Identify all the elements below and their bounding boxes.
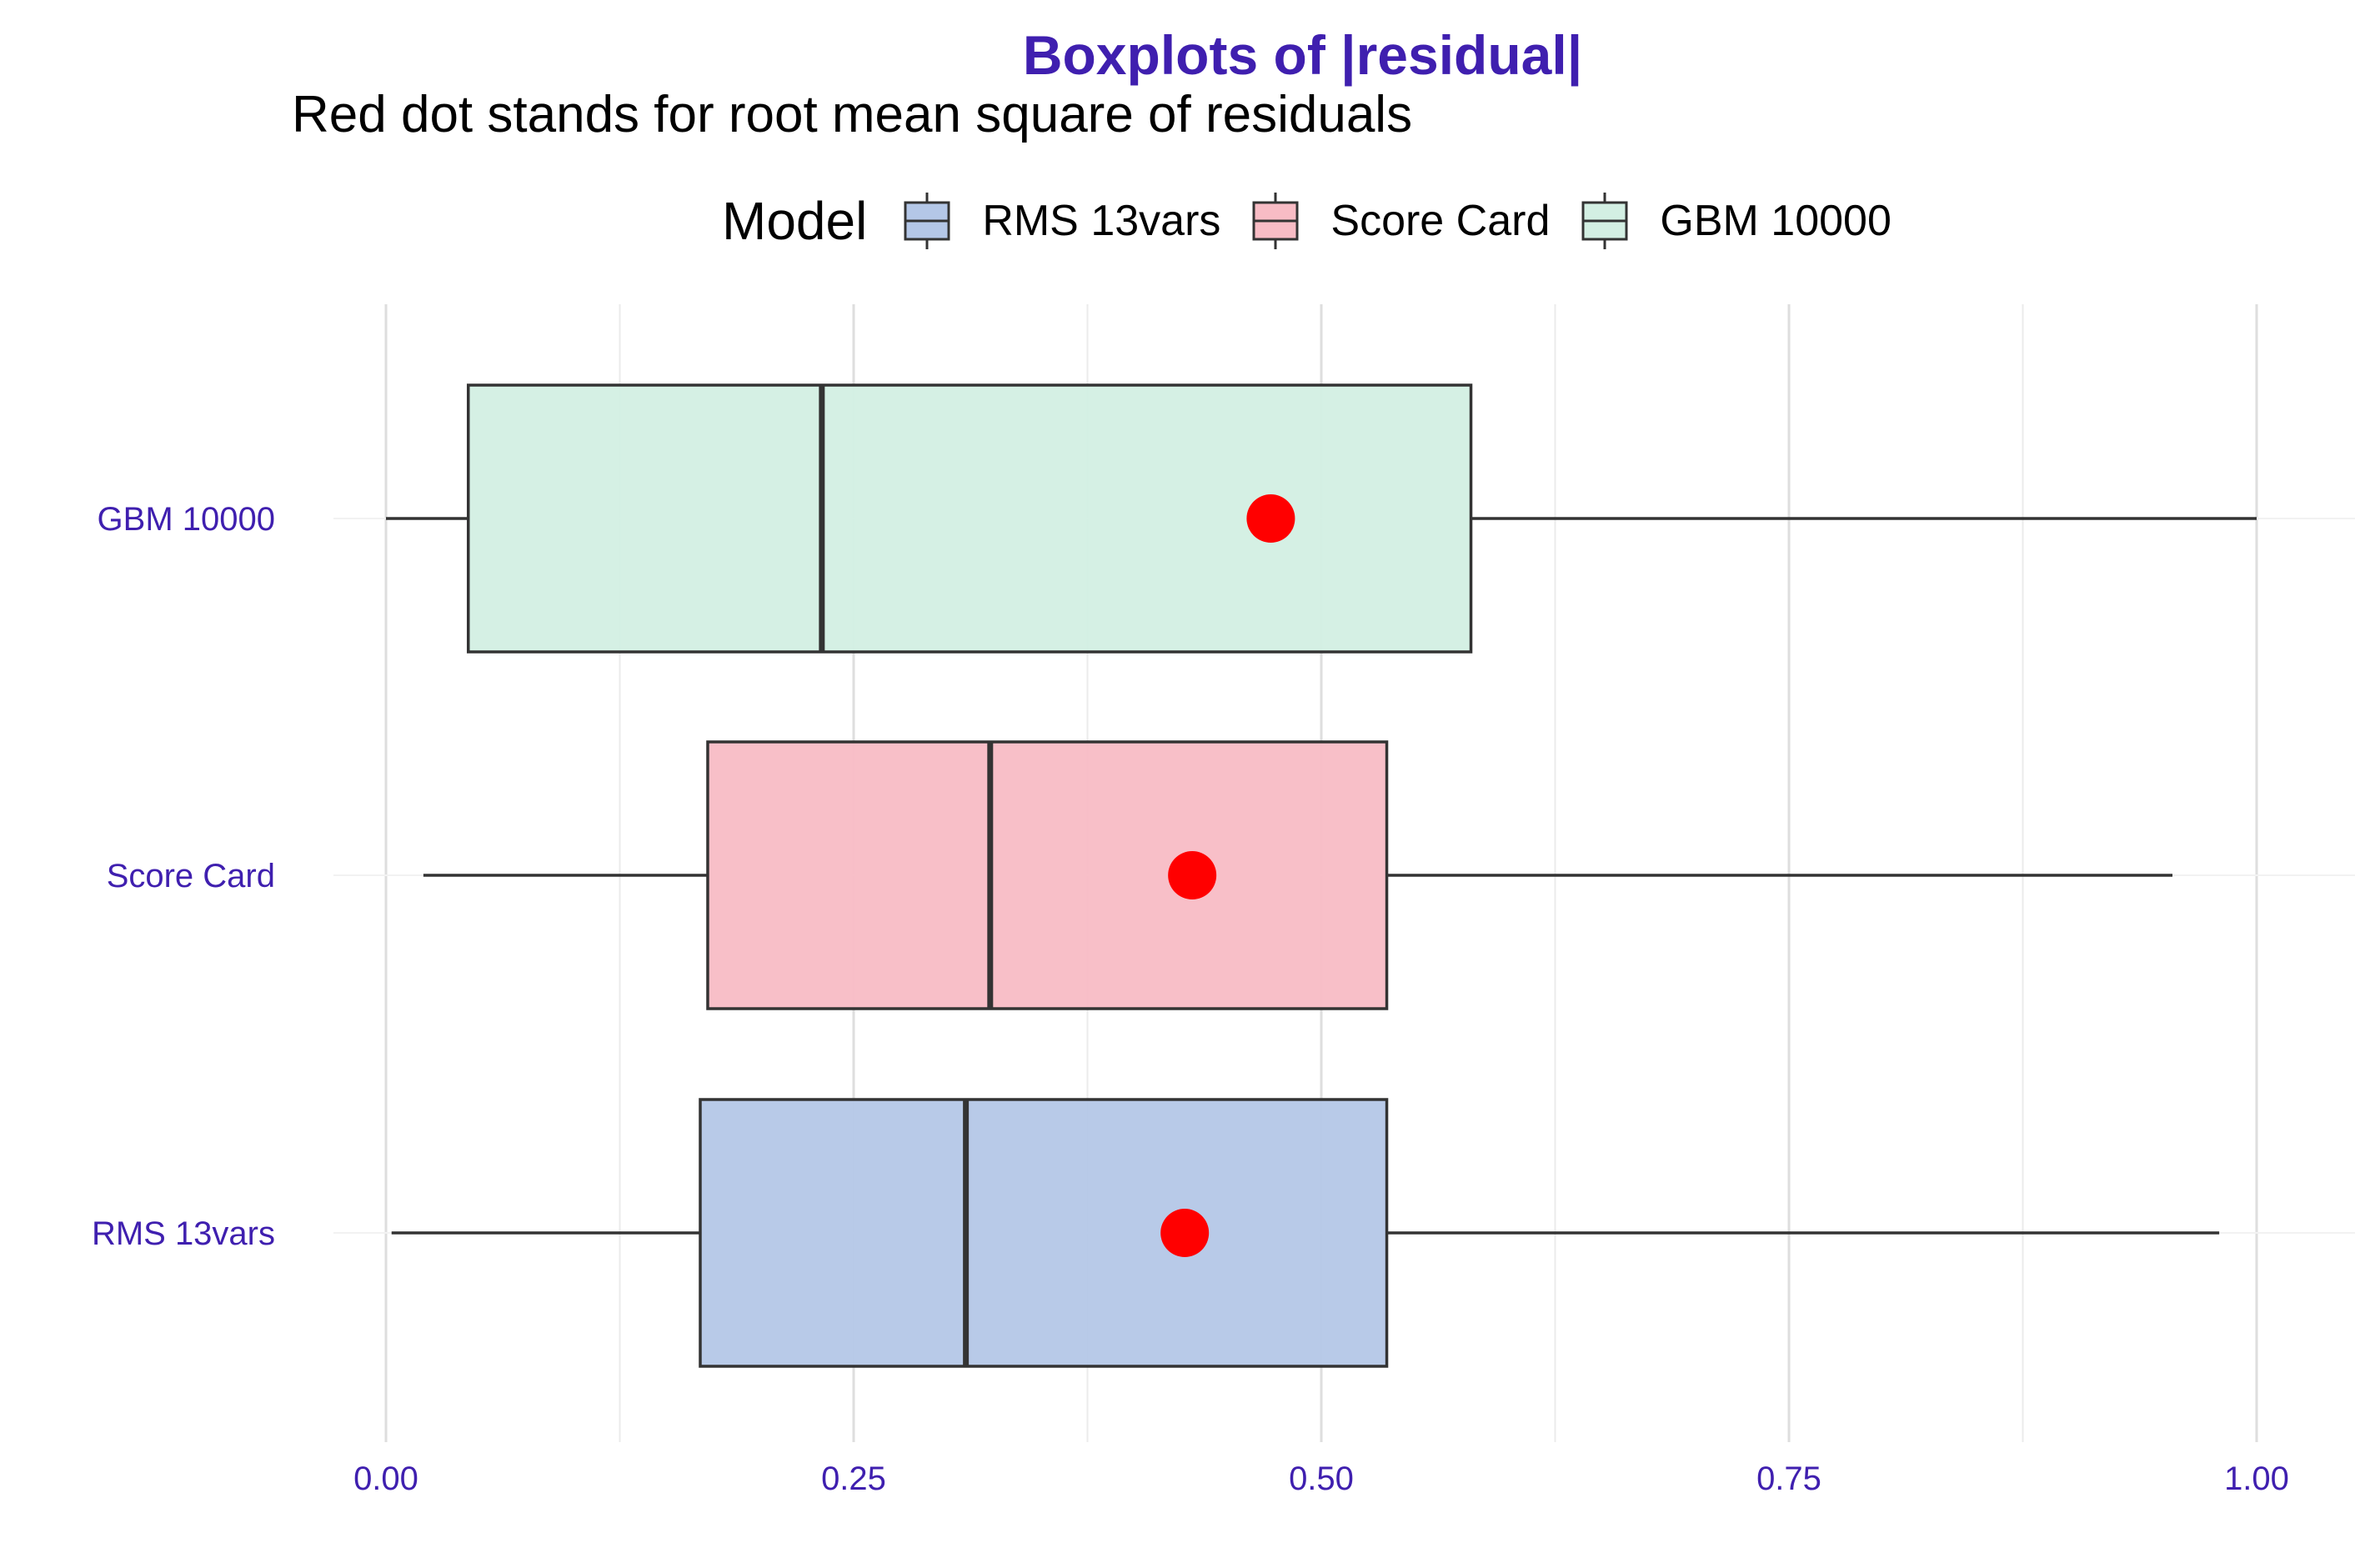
- x-tick-label: 0.75: [1756, 1460, 1821, 1497]
- y-tick-label-score-card: Score Card: [107, 858, 275, 894]
- x-tick-label: 0.00: [353, 1460, 418, 1497]
- x-tick-label: 0.25: [821, 1460, 886, 1497]
- legend-label-score-card: Score Card: [1330, 197, 1551, 245]
- box-gbm-10000: [466, 383, 1473, 654]
- rms-dot-gbm-10000: [1246, 494, 1295, 543]
- y-tick-label-gbm-10000: GBM 10000: [98, 501, 275, 538]
- legend-label-rms-13vars: RMS 13vars: [982, 197, 1221, 245]
- x-tick-label: 1.00: [2224, 1460, 2289, 1497]
- legend-key-rms-13vars: [904, 193, 950, 249]
- legend-key-gbm-10000: [1581, 193, 1628, 249]
- legend-title: Model: [722, 191, 868, 251]
- rms-dot-score-card: [1168, 851, 1217, 899]
- legend-item-gbm-10000: GBM 10000: [1580, 191, 1892, 251]
- y-tick-label-rms-13vars: RMS 13vars: [92, 1215, 275, 1252]
- x-tick-label: 0.50: [1289, 1460, 1354, 1497]
- legend-item-score-card: Score Card: [1250, 191, 1550, 251]
- chart-subtitle: Red dot stands for root mean square of r…: [292, 86, 1413, 143]
- chart-title: Boxplots of |residual|: [1022, 24, 1583, 86]
- box-rms-13vars: [699, 1098, 1389, 1368]
- rms-dot-rms-13vars: [1160, 1209, 1210, 1257]
- legend-item-rms-13vars: RMS 13vars: [902, 191, 1220, 251]
- legend-key-score-card: [1252, 193, 1299, 249]
- legend-label-gbm-10000: GBM 10000: [1660, 197, 1892, 245]
- box-score-card: [706, 740, 1389, 1010]
- legend: Model RMS 13vars Score Card GBM 10000: [722, 183, 1922, 258]
